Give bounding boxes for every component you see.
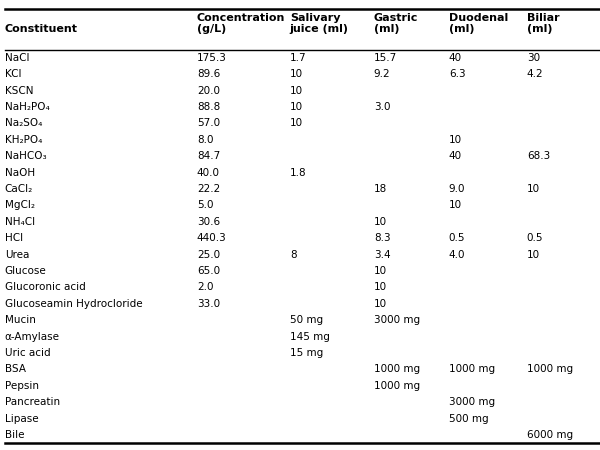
Text: 68.3: 68.3 — [527, 151, 550, 161]
Text: 2.0: 2.0 — [197, 283, 214, 293]
Text: 50 mg: 50 mg — [290, 315, 323, 325]
Text: Glucoseamin Hydrocloride: Glucoseamin Hydrocloride — [5, 299, 142, 309]
Text: 30.6: 30.6 — [197, 217, 220, 227]
Text: 6000 mg: 6000 mg — [527, 430, 573, 440]
Text: 10: 10 — [527, 250, 540, 260]
Text: 10: 10 — [527, 184, 540, 194]
Text: Lipase: Lipase — [5, 414, 38, 423]
Text: α-Amylase: α-Amylase — [5, 332, 60, 342]
Text: 3000 mg: 3000 mg — [449, 397, 495, 407]
Text: 15.7: 15.7 — [374, 53, 397, 63]
Text: 10: 10 — [374, 266, 387, 276]
Text: MgCl₂: MgCl₂ — [5, 200, 35, 210]
Text: 0.5: 0.5 — [449, 233, 466, 243]
Text: Urea: Urea — [5, 250, 29, 260]
Text: 40: 40 — [449, 151, 462, 161]
Text: 15 mg: 15 mg — [290, 348, 323, 358]
Text: KCl: KCl — [5, 69, 22, 79]
Text: Duodenal
(ml): Duodenal (ml) — [449, 13, 508, 34]
Text: 5.0: 5.0 — [197, 200, 214, 210]
Text: Salivary
juice (ml): Salivary juice (ml) — [290, 13, 349, 34]
Text: KSCN: KSCN — [5, 86, 34, 95]
Text: Uric acid: Uric acid — [5, 348, 50, 358]
Text: 84.7: 84.7 — [197, 151, 220, 161]
Text: 10: 10 — [449, 135, 462, 145]
Text: NaH₂PO₄: NaH₂PO₄ — [5, 102, 50, 112]
Text: Mucin: Mucin — [5, 315, 35, 325]
Text: 1000 mg: 1000 mg — [374, 381, 420, 391]
Text: 175.3: 175.3 — [197, 53, 227, 63]
Text: 8.3: 8.3 — [374, 233, 391, 243]
Text: 10: 10 — [290, 102, 303, 112]
Text: HCl: HCl — [5, 233, 23, 243]
Text: 30: 30 — [527, 53, 540, 63]
Text: Pancreatin: Pancreatin — [5, 397, 60, 407]
Text: 10: 10 — [374, 283, 387, 293]
Text: 8: 8 — [290, 250, 296, 260]
Text: 20.0: 20.0 — [197, 86, 220, 95]
Text: 9.0: 9.0 — [449, 184, 466, 194]
Text: 22.2: 22.2 — [197, 184, 220, 194]
Text: NaCl: NaCl — [5, 53, 29, 63]
Text: Biliar
(ml): Biliar (ml) — [527, 13, 559, 34]
Text: 1000 mg: 1000 mg — [449, 364, 495, 374]
Text: NaOH: NaOH — [5, 167, 35, 178]
Text: 6.3: 6.3 — [449, 69, 466, 79]
Text: 0.5: 0.5 — [527, 233, 544, 243]
Text: 65.0: 65.0 — [197, 266, 220, 276]
Text: 3000 mg: 3000 mg — [374, 315, 420, 325]
Text: 4.0: 4.0 — [449, 250, 466, 260]
Text: 10: 10 — [374, 217, 387, 227]
Text: 40: 40 — [449, 53, 462, 63]
Text: Gastric
(ml): Gastric (ml) — [374, 13, 418, 34]
Text: Pepsin: Pepsin — [5, 381, 39, 391]
Text: 33.0: 33.0 — [197, 299, 220, 309]
Text: Glucose: Glucose — [5, 266, 47, 276]
Text: 1.7: 1.7 — [290, 53, 307, 63]
Text: 1.8: 1.8 — [290, 167, 307, 178]
Text: NaHCO₃: NaHCO₃ — [5, 151, 46, 161]
Text: NH₄Cl: NH₄Cl — [5, 217, 35, 227]
Text: 10: 10 — [374, 299, 387, 309]
Text: 145 mg: 145 mg — [290, 332, 329, 342]
Text: 500 mg: 500 mg — [449, 414, 488, 423]
Text: 4.2: 4.2 — [527, 69, 544, 79]
Text: 10: 10 — [290, 118, 303, 128]
Text: 57.0: 57.0 — [197, 118, 220, 128]
Text: 9.2: 9.2 — [374, 69, 391, 79]
Text: Constituent: Constituent — [5, 24, 78, 34]
Text: 25.0: 25.0 — [197, 250, 220, 260]
Text: 10: 10 — [290, 69, 303, 79]
Text: 3.0: 3.0 — [374, 102, 391, 112]
Text: 3.4: 3.4 — [374, 250, 391, 260]
Text: BSA: BSA — [5, 364, 26, 374]
Text: 1000 mg: 1000 mg — [374, 364, 420, 374]
Text: Glucoronic acid: Glucoronic acid — [5, 283, 86, 293]
Text: 18: 18 — [374, 184, 387, 194]
Text: 1000 mg: 1000 mg — [527, 364, 573, 374]
Text: KH₂PO₄: KH₂PO₄ — [5, 135, 42, 145]
Text: CaCl₂: CaCl₂ — [5, 184, 33, 194]
Text: 8.0: 8.0 — [197, 135, 214, 145]
Text: 89.6: 89.6 — [197, 69, 220, 79]
Text: 40.0: 40.0 — [197, 167, 220, 178]
Text: Na₂SO₄: Na₂SO₄ — [5, 118, 42, 128]
Text: Concentration
(g/L): Concentration (g/L) — [197, 13, 285, 34]
Text: 440.3: 440.3 — [197, 233, 227, 243]
Text: 10: 10 — [449, 200, 462, 210]
Text: 88.8: 88.8 — [197, 102, 220, 112]
Text: 10: 10 — [290, 86, 303, 95]
Text: Bile: Bile — [5, 430, 24, 440]
